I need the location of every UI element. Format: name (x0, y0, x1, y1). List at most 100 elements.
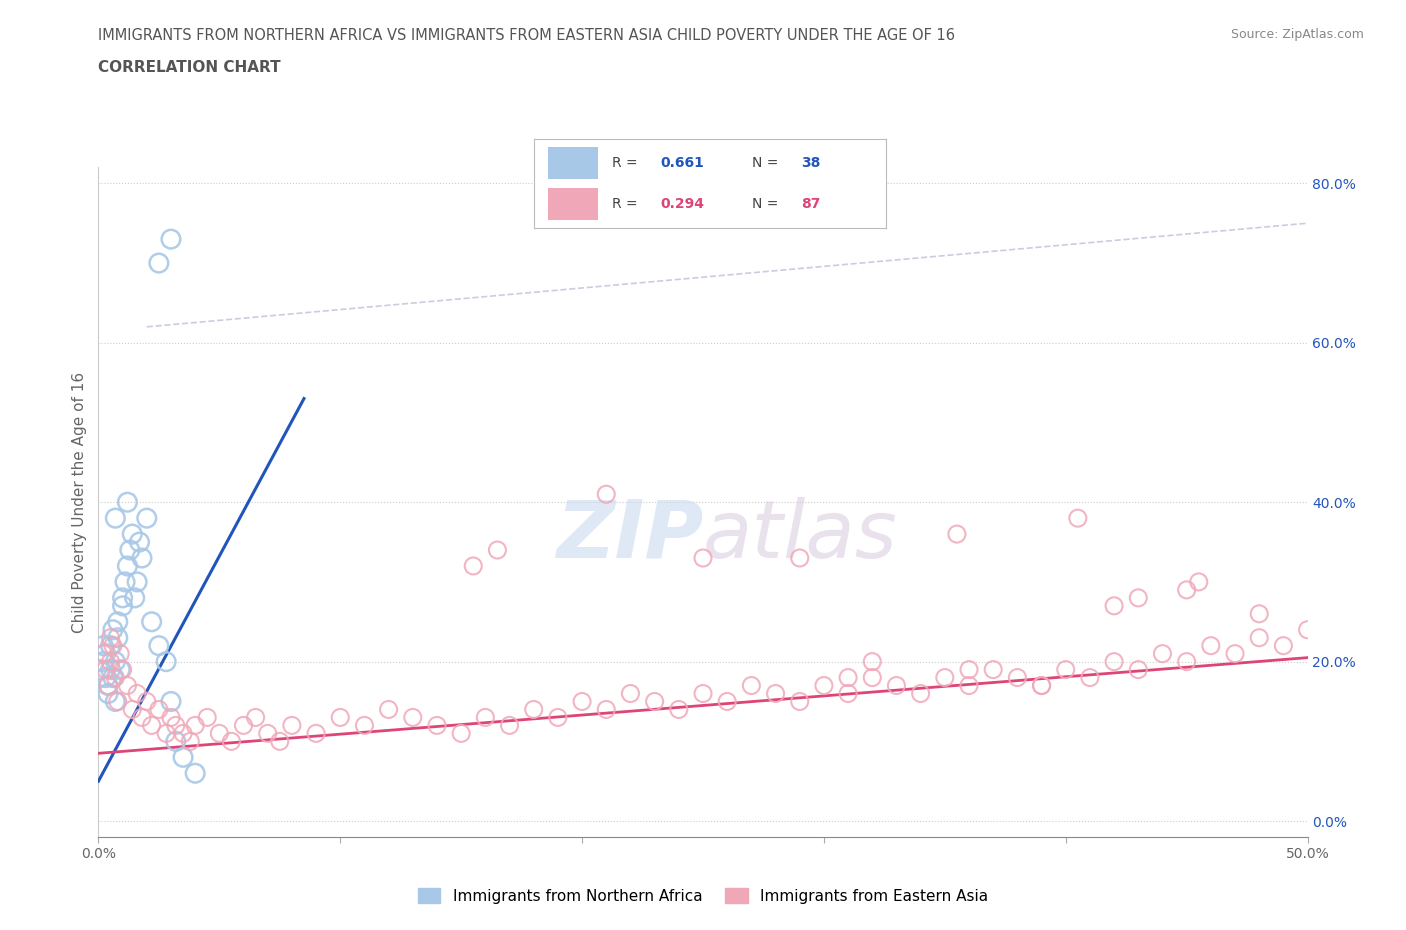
Point (127, 686, 149, 701)
Point (1031, 678, 1053, 693)
Point (104, 511, 127, 525)
Point (111, 598, 134, 613)
Point (1054, 662, 1077, 677)
Text: ZIP: ZIP (555, 497, 703, 575)
Point (1128, 662, 1150, 677)
Point (107, 615, 129, 630)
Point (981, 662, 1004, 677)
Point (155, 654, 177, 669)
Point (131, 551, 153, 565)
Point (100, 654, 122, 669)
Point (179, 734, 201, 749)
Point (910, 686, 932, 701)
Point (135, 511, 157, 525)
Text: N =: N = (752, 156, 783, 170)
Text: Source: ZipAtlas.com: Source: ZipAtlas.com (1230, 28, 1364, 41)
Point (107, 631, 129, 645)
Point (281, 718, 304, 733)
Point (353, 718, 375, 733)
Point (141, 615, 163, 630)
Point (97, 686, 120, 701)
Point (740, 678, 762, 693)
Point (619, 686, 641, 701)
Point (128, 535, 150, 550)
Point (155, 726, 177, 741)
Point (97, 678, 120, 693)
Point (90, 662, 112, 677)
Point (789, 694, 811, 709)
Point (377, 702, 399, 717)
Point (329, 710, 352, 724)
Point (232, 718, 254, 733)
Text: IMMIGRANTS FROM NORTHERN AFRICA VS IMMIGRANTS FROM EASTERN ASIA CHILD POVERTY UN: IMMIGRANTS FROM NORTHERN AFRICA VS IMMIG… (98, 28, 956, 43)
Point (474, 710, 496, 724)
Point (101, 671, 124, 685)
Point (148, 256, 170, 271)
Point (124, 591, 146, 605)
Point (100, 631, 122, 645)
Point (1031, 678, 1053, 693)
Point (160, 694, 183, 709)
Point (860, 654, 883, 669)
Point (426, 718, 449, 733)
Point (104, 671, 127, 685)
Point (245, 710, 267, 724)
Point (957, 678, 980, 693)
Point (886, 678, 908, 693)
Point (547, 710, 569, 724)
Point (101, 622, 124, 637)
Text: 87: 87 (801, 197, 821, 211)
Point (104, 694, 127, 709)
Point (172, 726, 194, 741)
Point (135, 694, 157, 709)
Point (1175, 654, 1198, 669)
Point (148, 702, 170, 717)
Point (97, 678, 120, 693)
Point (208, 726, 231, 741)
Point (692, 551, 714, 565)
Point (184, 718, 207, 733)
Point (127, 575, 149, 590)
Point (1249, 631, 1271, 645)
Point (1296, 622, 1319, 637)
Point (402, 710, 425, 724)
Point (184, 765, 207, 780)
Point (121, 526, 143, 541)
Point (644, 694, 666, 709)
Point (111, 591, 134, 605)
Point (595, 486, 617, 501)
Point (716, 694, 738, 709)
Legend: Immigrants from Northern Africa, Immigrants from Eastern Asia: Immigrants from Northern Africa, Immigra… (412, 882, 994, 910)
Point (221, 734, 243, 749)
Text: CORRELATION CHART: CORRELATION CHART (98, 60, 281, 75)
Point (486, 542, 509, 557)
Point (523, 702, 546, 717)
Point (165, 718, 187, 733)
Point (108, 646, 131, 661)
Point (1102, 598, 1125, 613)
Point (1272, 638, 1295, 653)
Text: atlas: atlas (703, 497, 898, 575)
Point (668, 702, 690, 717)
Point (94, 646, 117, 661)
Text: 0.661: 0.661 (661, 156, 704, 170)
Point (305, 726, 328, 741)
Point (1152, 646, 1174, 661)
Point (160, 710, 183, 724)
Text: 0.294: 0.294 (661, 197, 704, 211)
Point (104, 654, 127, 669)
Point (100, 638, 122, 653)
Point (1078, 671, 1101, 685)
Point (91, 654, 114, 669)
Point (1102, 654, 1125, 669)
Text: R =: R = (612, 156, 641, 170)
Point (91, 638, 114, 653)
Point (141, 718, 163, 733)
Point (1175, 582, 1198, 597)
Point (789, 551, 811, 565)
Point (94, 662, 117, 677)
Text: 38: 38 (801, 156, 821, 170)
Point (1007, 671, 1029, 685)
Point (1249, 606, 1271, 621)
Point (946, 526, 969, 541)
